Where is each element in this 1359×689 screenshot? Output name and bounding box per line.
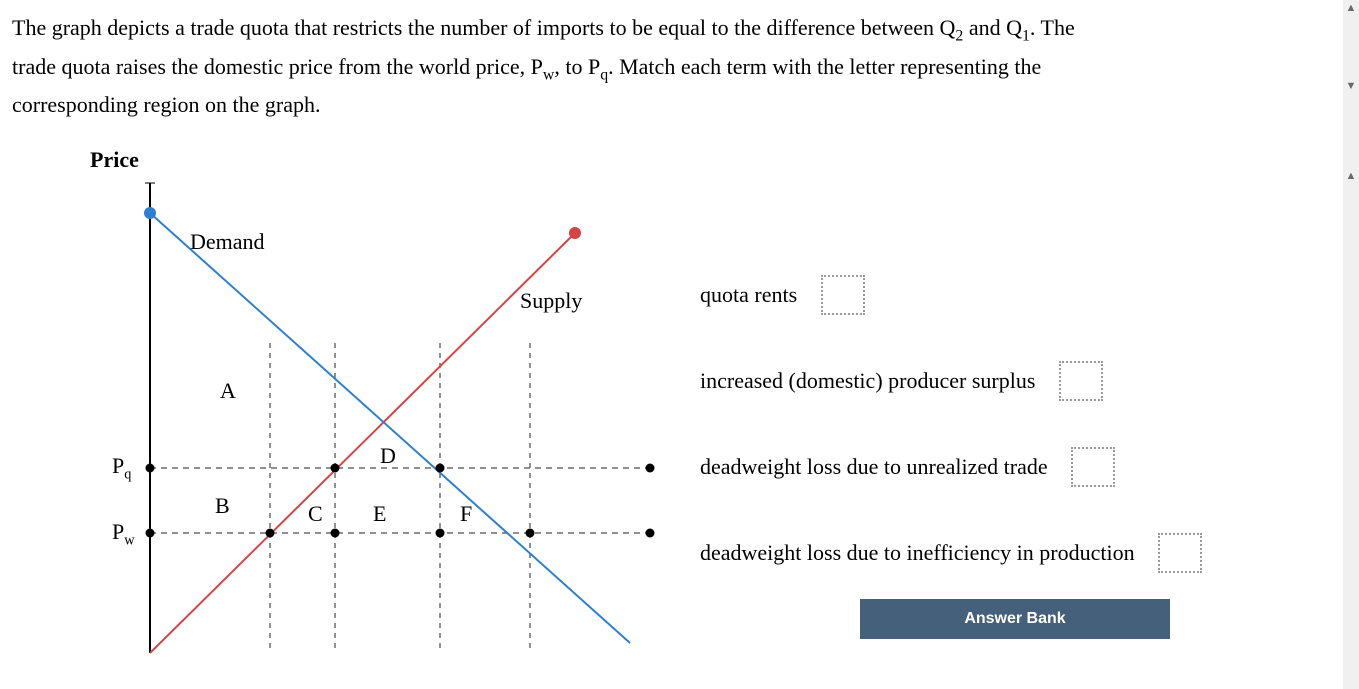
- match-label: deadweight loss due to unrealized trade: [700, 454, 1048, 479]
- match-label: quota rents: [700, 282, 797, 307]
- q-line2-a: trade quota raises the domestic price fr…: [12, 54, 543, 79]
- match-label: deadweight loss due to inefficiency in p…: [700, 540, 1135, 565]
- region-a: A: [220, 378, 236, 404]
- drop-target-quota-rents[interactable]: [821, 275, 865, 315]
- q-line2-c: . Match each term with the letter repres…: [608, 54, 1041, 79]
- scroll-up2-icon[interactable]: ▲: [1343, 168, 1359, 184]
- region-c: C: [308, 501, 323, 527]
- match-row-producer-surplus: increased (domestic) producer surplus: [700, 359, 1320, 403]
- q-line2-sub1: w: [543, 66, 554, 83]
- match-row-dwl-production: deadweight loss due to inefficiency in p…: [700, 531, 1320, 575]
- match-row-quota-rents: quota rents: [700, 273, 1320, 317]
- q-line1-sub2: 1: [1022, 27, 1030, 44]
- region-f: F: [460, 501, 472, 527]
- q-line1-b: and Q: [963, 15, 1022, 40]
- match-label: increased (domestic) producer surplus: [700, 368, 1035, 393]
- demand-label: Demand: [190, 229, 265, 255]
- region-e: E: [373, 501, 386, 527]
- question-text: The graph depicts a trade quota that res…: [0, 0, 1359, 123]
- scrollbar[interactable]: ▲ ▼ ▲: [1343, 0, 1359, 689]
- match-row-dwl-trade: deadweight loss due to unrealized trade: [700, 445, 1320, 489]
- q-line2-b: , to P: [554, 54, 600, 79]
- region-d: D: [380, 443, 396, 469]
- drop-target-producer-surplus[interactable]: [1059, 361, 1103, 401]
- q-line1-a: The graph depicts a trade quota that res…: [12, 15, 955, 40]
- drop-target-dwl-production[interactable]: [1158, 533, 1202, 573]
- answer-bank-header[interactable]: Answer Bank: [860, 599, 1170, 639]
- pq-axis-label: Pq: [112, 453, 131, 483]
- region-b: B: [215, 493, 230, 519]
- q-line1-c: . The: [1030, 15, 1075, 40]
- graph-svg: [90, 153, 670, 673]
- pw-axis-label: Pw: [112, 519, 135, 549]
- scroll-up-icon[interactable]: ▲: [1343, 0, 1359, 16]
- scroll-down-icon[interactable]: ▼: [1343, 78, 1359, 94]
- y-axis-title: Price: [90, 147, 139, 173]
- q-line2-sub2: q: [600, 66, 608, 83]
- answer-bank-label: Answer Bank: [964, 610, 1065, 627]
- econ-graph: Price Demand Supply Pq Pw A B C D E F: [90, 153, 670, 673]
- supply-label: Supply: [520, 288, 582, 314]
- match-area: quota rents increased (domestic) produce…: [700, 273, 1320, 617]
- q-line3: corresponding region on the graph.: [12, 92, 321, 117]
- drop-target-dwl-trade[interactable]: [1071, 447, 1115, 487]
